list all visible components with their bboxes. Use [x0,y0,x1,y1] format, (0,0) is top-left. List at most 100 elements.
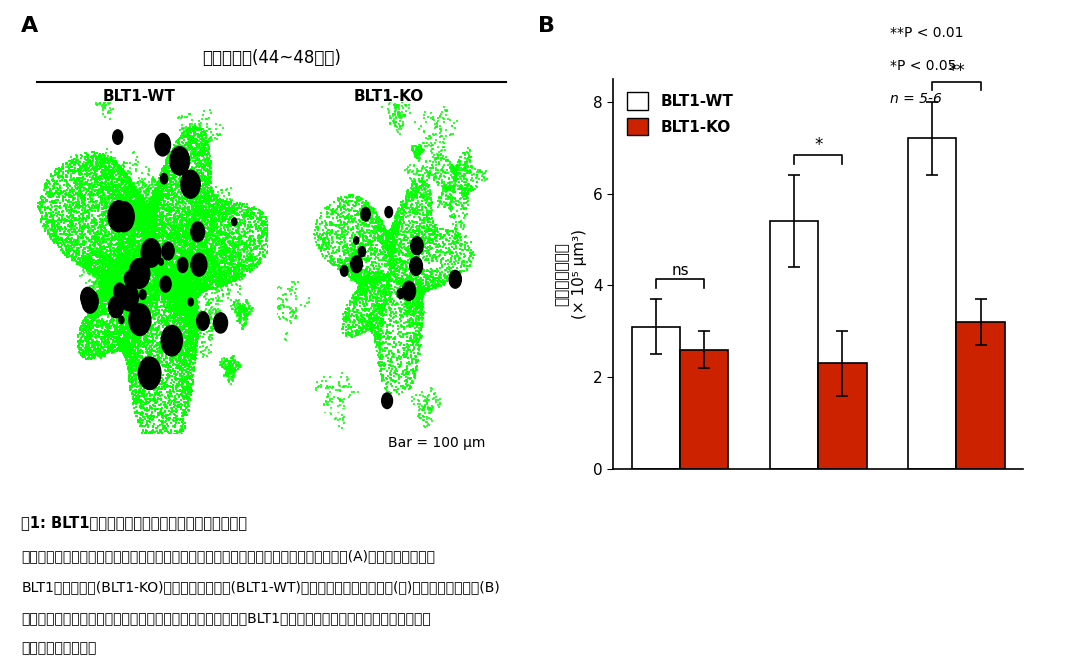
Point [206,199,223,209]
Point [142,213,159,224]
Point [114,211,131,222]
Point [394,287,411,298]
Point [152,281,169,291]
Point [193,129,210,140]
Point [143,259,160,270]
Point [392,273,409,283]
Point [165,364,182,375]
Point [355,218,372,229]
Point [123,358,140,368]
Point [145,290,162,300]
Point [138,239,155,250]
Point [154,256,171,267]
Point [152,197,169,208]
Point [103,259,120,270]
Point [85,255,102,265]
Point [125,312,142,323]
Point [401,167,418,177]
Point [138,380,155,390]
Point [196,318,213,328]
Point [180,350,197,360]
Point [191,268,208,278]
Point [167,248,184,258]
Point [116,223,133,234]
Point [407,364,424,375]
Point [182,328,199,338]
Point [212,256,229,266]
Point [74,324,91,335]
Point [189,277,206,288]
Point [203,280,220,291]
Point [75,329,92,339]
Point [151,194,168,204]
Point [184,345,201,356]
Point [124,204,141,215]
Point [110,234,127,244]
Point [144,380,161,390]
Point [417,203,434,213]
Point [173,379,190,390]
Point [189,234,206,244]
Point [85,292,102,302]
Point [127,188,144,199]
Point [157,196,174,207]
Point [338,253,355,264]
Point [132,276,149,286]
Point [157,260,174,271]
Point [419,266,436,276]
Point [131,266,148,277]
Point [94,297,111,308]
Point [113,325,130,335]
Point [150,265,167,276]
Point [158,270,175,281]
Point [199,255,216,266]
Point [402,276,419,286]
Point [132,231,149,241]
Point [171,260,188,271]
Point [108,222,125,233]
Point [191,289,208,299]
Point [119,203,136,213]
Point [109,311,126,321]
Point [122,308,139,319]
Point [141,212,158,222]
Point [123,305,140,316]
Point [406,289,423,299]
Point [154,312,171,322]
Point [348,287,365,297]
Point [173,288,190,298]
Point [175,196,192,207]
Point [77,154,94,165]
Point [104,292,122,302]
Point [177,221,194,232]
Point [145,172,162,182]
Point [381,230,398,240]
Point [360,266,377,277]
Point [93,194,110,205]
Point [147,215,164,225]
Point [87,199,104,209]
Point [79,164,96,174]
Point [383,242,400,253]
Point [158,244,175,255]
Point [157,281,174,291]
Point [124,264,141,274]
Point [114,222,131,233]
Point [94,283,111,294]
Point [183,287,200,297]
Point [106,245,123,255]
Point [113,221,130,232]
Point [116,269,133,279]
Point [216,239,233,249]
Point [237,212,254,222]
Point [139,264,156,274]
Point [360,312,377,322]
Point [150,279,167,290]
Point [76,322,93,333]
Point [110,268,127,278]
Point [377,275,394,285]
Point [167,350,184,361]
Point [120,191,138,201]
Point [122,380,139,391]
Point [189,337,206,348]
